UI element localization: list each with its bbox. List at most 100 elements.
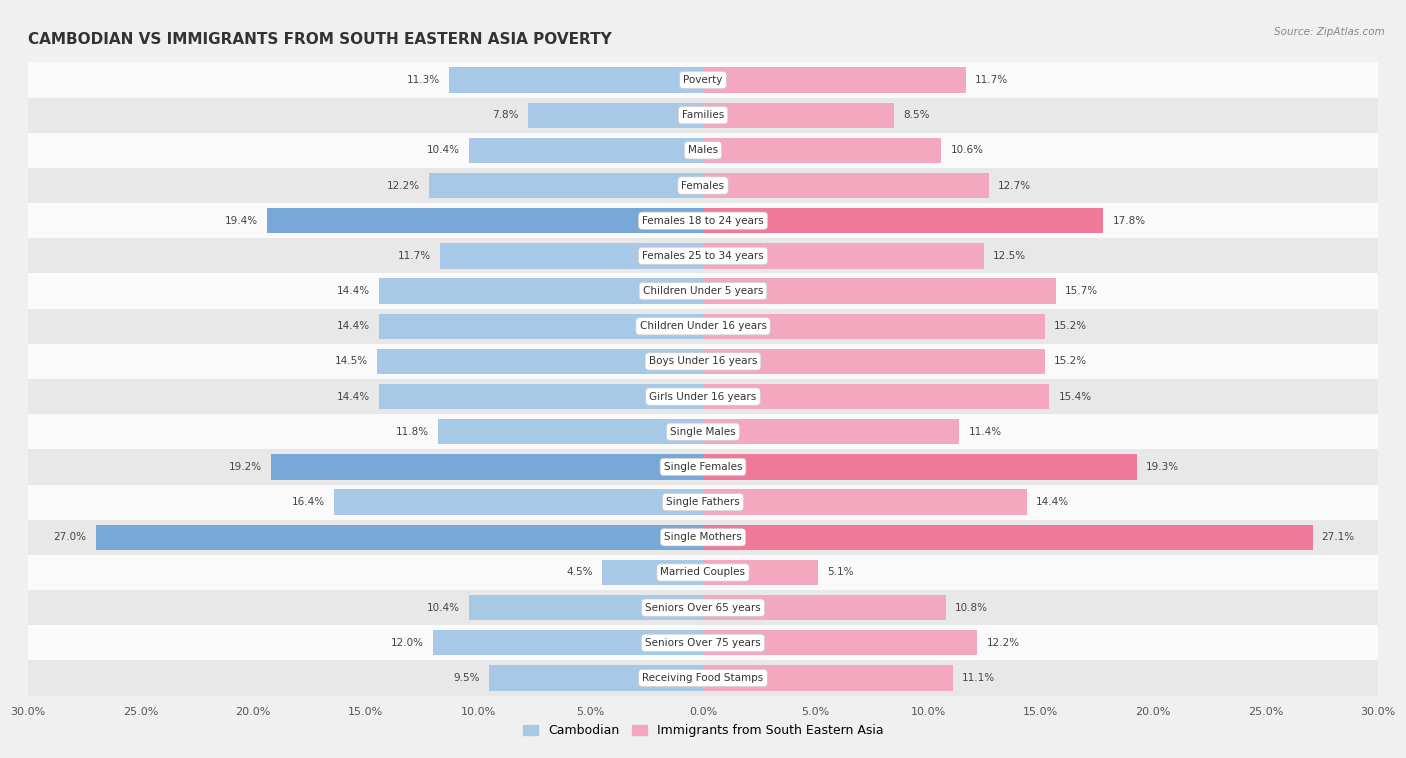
Bar (28, 660, 1378, 696)
Text: 19.3%: 19.3% (1146, 462, 1180, 472)
Text: Males: Males (688, 146, 718, 155)
Text: Children Under 16 years: Children Under 16 years (640, 321, 766, 331)
Text: 11.7%: 11.7% (976, 75, 1008, 85)
Bar (470, 138, 703, 163)
Text: 12.7%: 12.7% (998, 180, 1031, 190)
Text: Females 18 to 24 years: Females 18 to 24 years (643, 216, 763, 226)
Text: 7.8%: 7.8% (492, 110, 519, 121)
Text: Boys Under 16 years: Boys Under 16 years (648, 356, 758, 366)
Text: 10.8%: 10.8% (955, 603, 988, 612)
Text: 14.4%: 14.4% (337, 286, 370, 296)
Text: 14.4%: 14.4% (337, 392, 370, 402)
Bar (28, 590, 1378, 625)
Text: 19.4%: 19.4% (225, 216, 257, 226)
Text: Females: Females (682, 180, 724, 190)
Bar (28, 625, 1378, 660)
Text: 11.8%: 11.8% (395, 427, 429, 437)
Bar (703, 454, 1137, 480)
Text: 17.8%: 17.8% (1112, 216, 1146, 226)
Bar (96, 525, 703, 550)
Bar (489, 666, 703, 691)
Bar (703, 349, 1045, 374)
Bar (28, 449, 1378, 484)
Bar (703, 278, 1056, 304)
Text: 11.7%: 11.7% (398, 251, 430, 261)
Bar (28, 98, 1378, 133)
Text: 27.1%: 27.1% (1322, 532, 1355, 542)
Text: 10.4%: 10.4% (427, 146, 460, 155)
Bar (703, 173, 988, 198)
Text: 5.1%: 5.1% (827, 568, 853, 578)
Text: 14.5%: 14.5% (335, 356, 368, 366)
Bar (28, 133, 1378, 168)
Text: 4.5%: 4.5% (567, 568, 593, 578)
Text: 12.5%: 12.5% (993, 251, 1026, 261)
Bar (703, 208, 1104, 233)
Text: Single Mothers: Single Mothers (664, 532, 742, 542)
Text: Seniors Over 65 years: Seniors Over 65 years (645, 603, 761, 612)
Bar (703, 138, 942, 163)
Bar (28, 484, 1378, 520)
Text: 11.1%: 11.1% (962, 673, 995, 683)
Text: Children Under 5 years: Children Under 5 years (643, 286, 763, 296)
Text: 10.6%: 10.6% (950, 146, 983, 155)
Text: 9.5%: 9.5% (454, 673, 481, 683)
Text: Poverty: Poverty (683, 75, 723, 85)
Text: 27.0%: 27.0% (53, 532, 87, 542)
Bar (267, 208, 703, 233)
Bar (28, 344, 1378, 379)
Text: 14.4%: 14.4% (337, 321, 370, 331)
Legend: Cambodian, Immigrants from South Eastern Asia: Cambodian, Immigrants from South Eastern… (517, 719, 889, 742)
Text: Receiving Food Stamps: Receiving Food Stamps (643, 673, 763, 683)
Bar (703, 666, 953, 691)
Text: 15.4%: 15.4% (1059, 392, 1091, 402)
Bar (380, 314, 703, 339)
Text: Females 25 to 34 years: Females 25 to 34 years (643, 251, 763, 261)
Text: 15.7%: 15.7% (1066, 286, 1098, 296)
Bar (380, 384, 703, 409)
Text: 19.2%: 19.2% (229, 462, 262, 472)
Text: 16.4%: 16.4% (292, 497, 325, 507)
Bar (28, 309, 1378, 344)
Bar (527, 102, 703, 128)
Bar (28, 238, 1378, 274)
Bar (449, 67, 703, 92)
Bar (433, 630, 703, 656)
Text: Single Fathers: Single Fathers (666, 497, 740, 507)
Bar (703, 384, 1049, 409)
Text: Single Males: Single Males (671, 427, 735, 437)
Text: 11.3%: 11.3% (406, 75, 440, 85)
Bar (28, 203, 1378, 238)
Text: Married Couples: Married Couples (661, 568, 745, 578)
Bar (703, 525, 1313, 550)
Text: 12.2%: 12.2% (387, 180, 419, 190)
Text: Girls Under 16 years: Girls Under 16 years (650, 392, 756, 402)
Text: 14.4%: 14.4% (1036, 497, 1069, 507)
Bar (470, 595, 703, 620)
Bar (703, 560, 818, 585)
Text: 12.0%: 12.0% (391, 637, 425, 648)
Bar (429, 173, 703, 198)
Bar (28, 168, 1378, 203)
Bar (377, 349, 703, 374)
Bar (380, 278, 703, 304)
Bar (703, 490, 1026, 515)
Text: 10.4%: 10.4% (427, 603, 460, 612)
Bar (28, 274, 1378, 309)
Bar (28, 414, 1378, 449)
Bar (271, 454, 703, 480)
Bar (28, 379, 1378, 414)
Bar (703, 630, 977, 656)
Bar (28, 520, 1378, 555)
Text: 12.2%: 12.2% (987, 637, 1019, 648)
Bar (440, 243, 703, 268)
Text: 8.5%: 8.5% (903, 110, 929, 121)
Bar (703, 314, 1045, 339)
Bar (602, 560, 703, 585)
Bar (28, 555, 1378, 590)
Bar (28, 62, 1378, 98)
Text: Single Females: Single Females (664, 462, 742, 472)
Text: Families: Families (682, 110, 724, 121)
Bar (437, 419, 703, 444)
Text: Seniors Over 75 years: Seniors Over 75 years (645, 637, 761, 648)
